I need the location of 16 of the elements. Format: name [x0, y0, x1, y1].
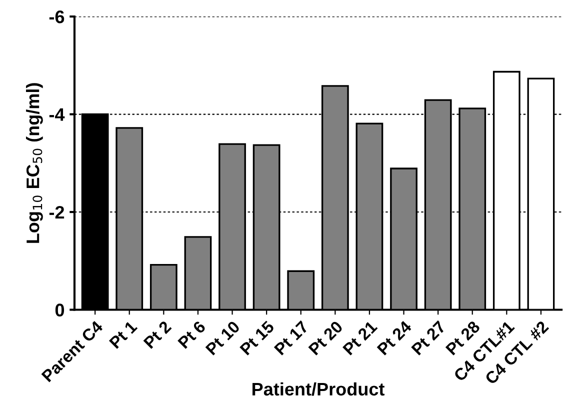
y-tick-label: -6: [49, 10, 64, 24]
x-tick-label: Pt 10: [205, 320, 240, 356]
x-tick-label: Pt 1: [108, 320, 138, 349]
y-axis-title: Log$_{10}$ EC$_{50}$ (ng/ml): [26, 83, 43, 243]
x-tick-label: Pt 20: [308, 320, 344, 356]
y-tick-label: 0: [55, 304, 64, 316]
x-axis-title: Patient/Product: [252, 382, 385, 396]
y-tick-label: -4: [49, 108, 65, 121]
y-tick-label: -2: [49, 206, 64, 219]
x-tick-label: Pt 2: [143, 320, 172, 349]
x-tick-label: Pt 15: [240, 320, 275, 356]
x-tick-label: Pt 17: [274, 320, 309, 356]
x-tick-label: Pt 27: [410, 320, 446, 356]
x-tick-label: Pt 24: [376, 320, 412, 356]
x-tick-label: Pt 21: [342, 320, 378, 356]
x-tick-label: Pt 6: [177, 320, 206, 349]
